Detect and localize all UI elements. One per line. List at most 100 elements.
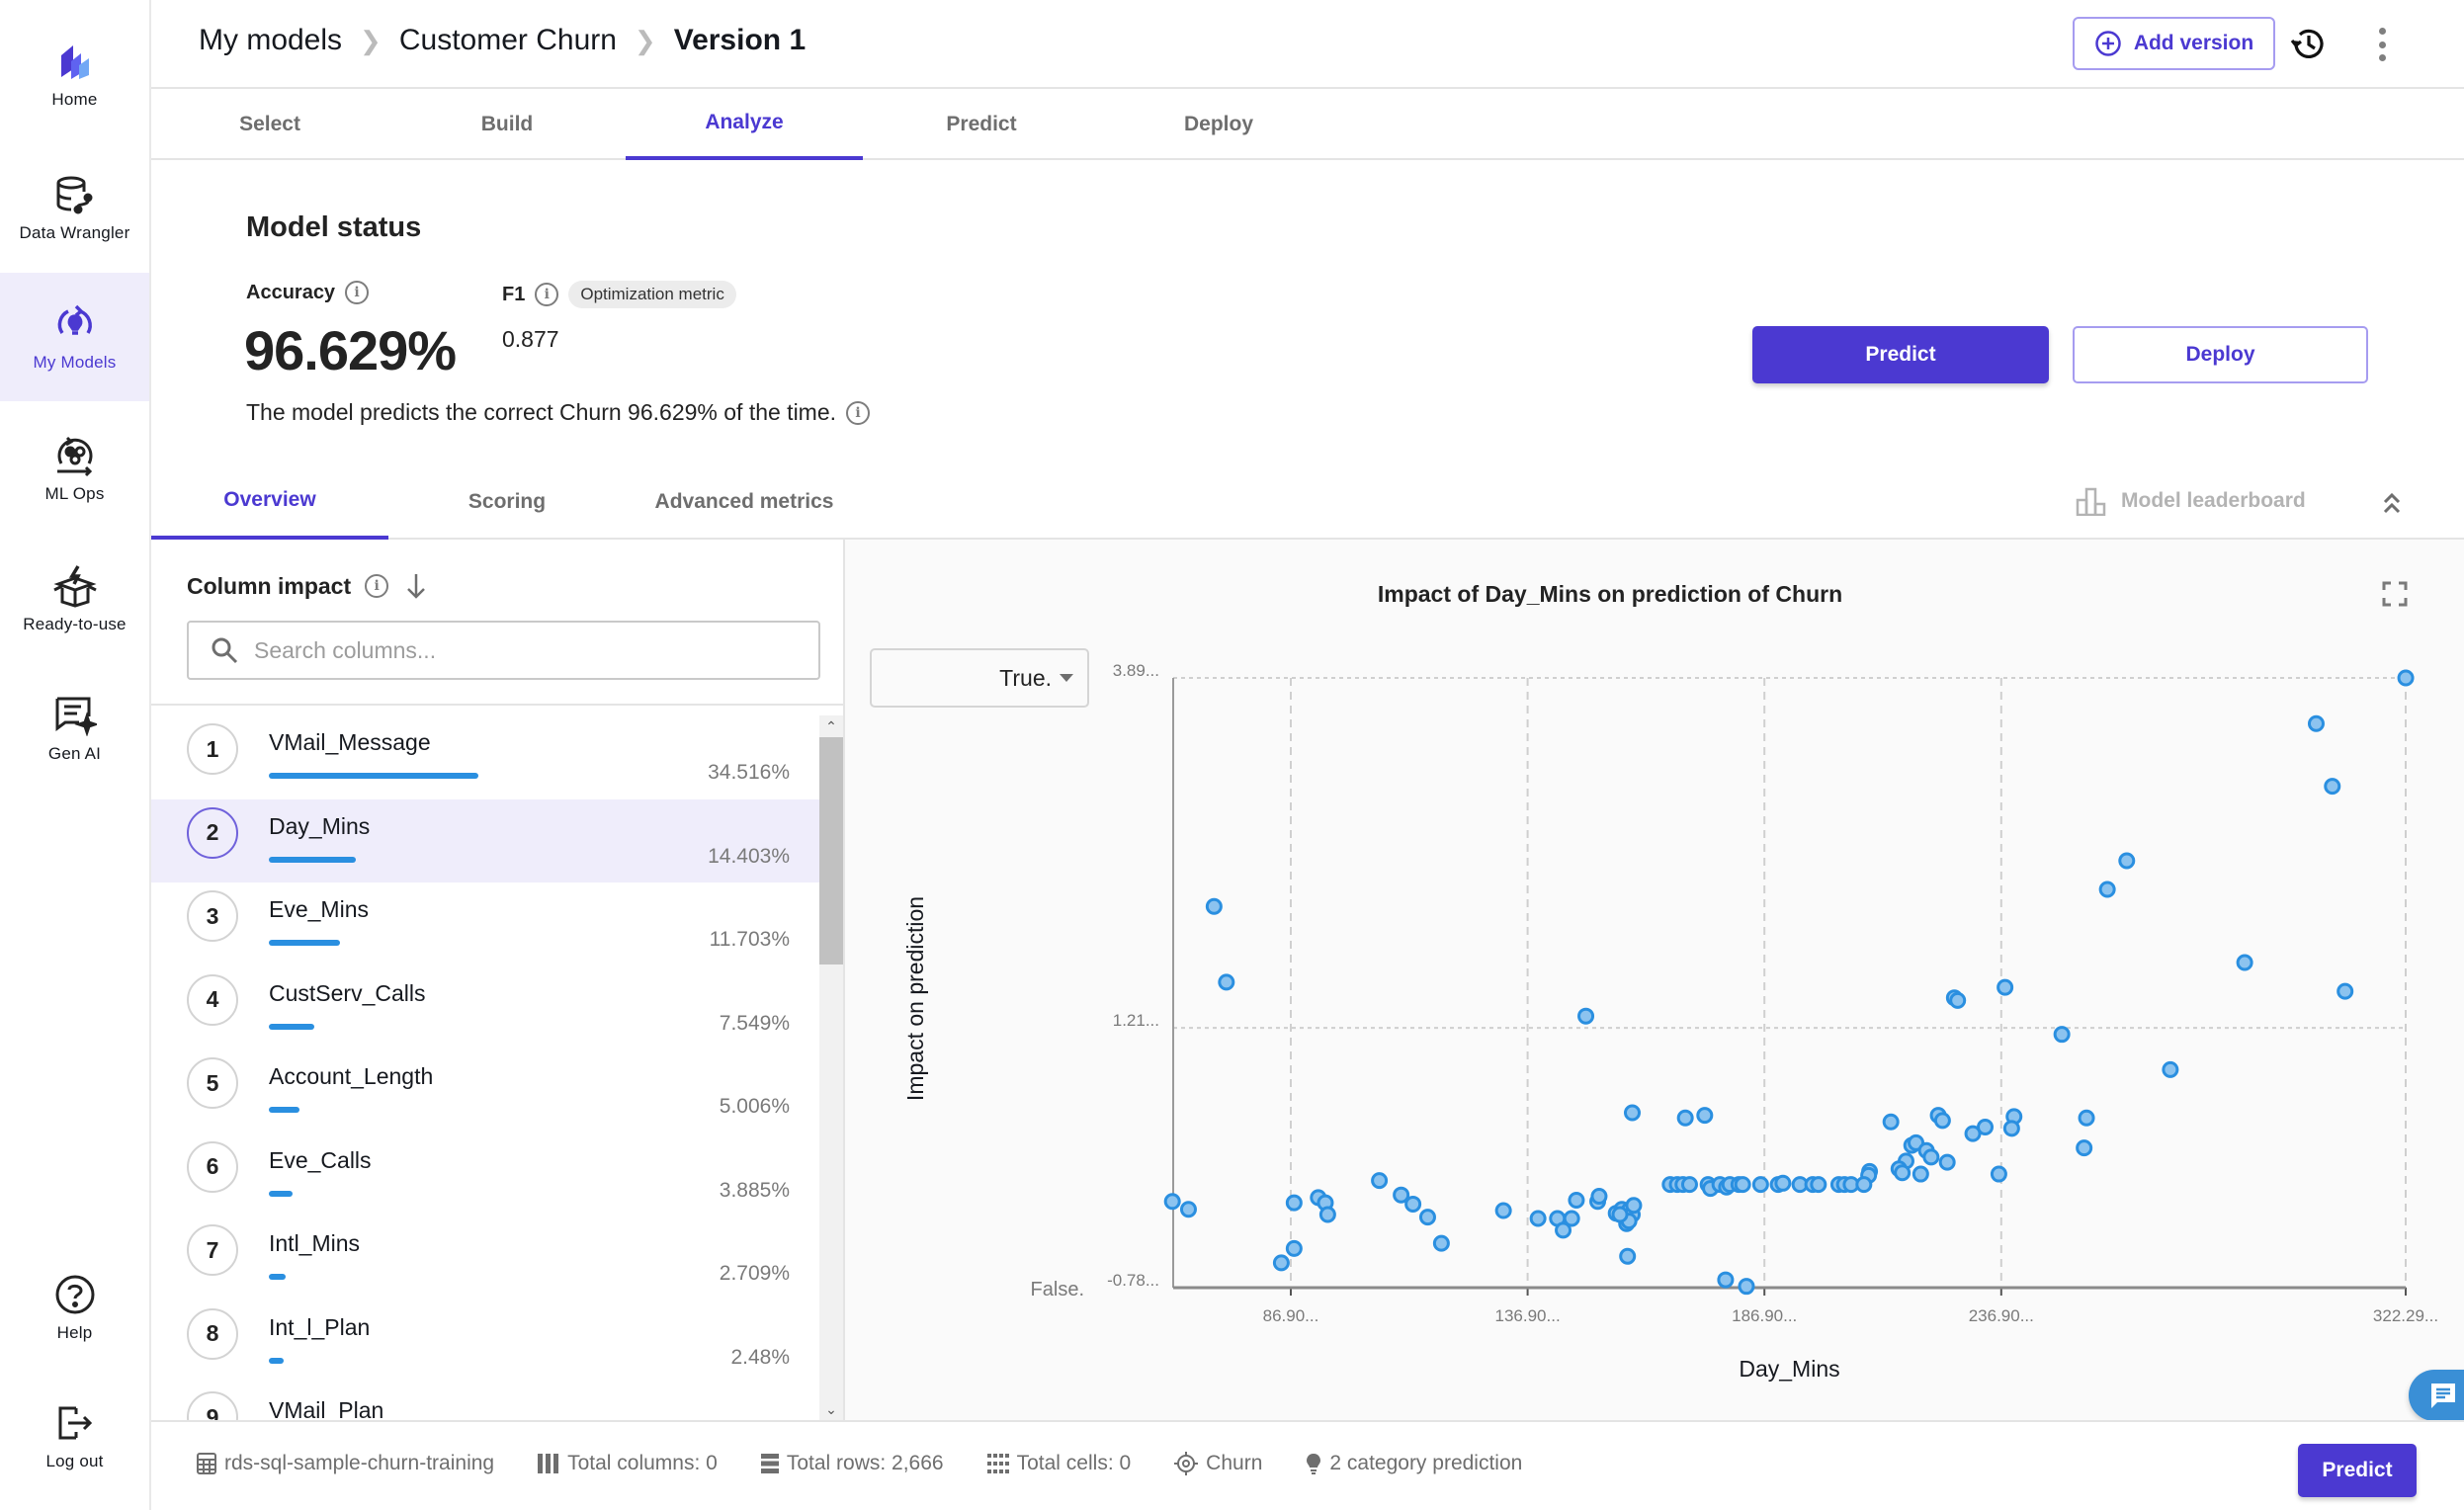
- caret-down-icon: [1060, 674, 1073, 682]
- analysis-tabs: Overview Scoring Advanced metrics Model …: [151, 464, 2464, 540]
- tab-build[interactable]: Build: [480, 113, 534, 135]
- sidebar: Home Data Wrangler My Models ML Ops Read…: [0, 0, 151, 1510]
- tab-select[interactable]: Select: [239, 113, 300, 135]
- sidebar-item-ready-to-use[interactable]: Ready-to-use: [0, 535, 149, 663]
- scatter-point: [1163, 1193, 1181, 1211]
- chat-feedback-button[interactable]: [2409, 1370, 2464, 1421]
- sort-arrow-down-icon[interactable]: [402, 571, 430, 601]
- scatter-point: [2307, 714, 2325, 732]
- chart-panel: 3.89... 1.21... -0.78... 86.90... 136.90... 1…: [845, 540, 2464, 1420]
- footer-bar: rds-sql-sample-churn-training Total colu…: [151, 1420, 2464, 1510]
- breadcrumb-my-models[interactable]: My models: [199, 24, 343, 56]
- column-name: Intl_Mins: [269, 1230, 361, 1256]
- scatter-point: [1285, 1239, 1303, 1257]
- scatter-point: [2076, 1139, 2093, 1157]
- impact-percent: 7.549%: [719, 1011, 790, 1035]
- target-icon: [1174, 1452, 1199, 1475]
- search-columns-field: [187, 621, 820, 680]
- scatter-point: [2162, 1060, 2179, 1078]
- sidebar-item-log-out[interactable]: Log out: [0, 1372, 149, 1500]
- header: My models ❯ Customer Churn ❯ Version 1 A…: [151, 0, 2464, 89]
- rank-badge: 9: [187, 1391, 238, 1420]
- column-impact-item[interactable]: 7 Intl_Mins 2.709%: [151, 1216, 819, 1300]
- sidebar-item-label: My Models: [33, 353, 117, 372]
- tab-analyze[interactable]: Analyze: [626, 89, 863, 160]
- scatter-point: [1568, 1191, 1585, 1209]
- column-impact-title: Column impact: [187, 572, 352, 599]
- deploy-button[interactable]: Deploy: [2073, 326, 2368, 383]
- scatter-point: [2337, 982, 2354, 1000]
- sidebar-item-gen-ai[interactable]: Gen AI: [0, 664, 149, 793]
- logout-icon: [52, 1400, 98, 1446]
- column-impact-item[interactable]: 4 CustServ_Calls 7.549%: [151, 966, 819, 1049]
- add-version-button[interactable]: Add version: [2073, 17, 2275, 70]
- info-icon[interactable]: i: [365, 574, 389, 598]
- tab-predict[interactable]: Predict: [946, 113, 1017, 135]
- tab-deploy[interactable]: Deploy: [1183, 113, 1253, 135]
- sidebar-item-ml-ops[interactable]: ML Ops: [0, 404, 149, 533]
- list-scrollbar[interactable]: ⌃ ⌄: [819, 715, 843, 1420]
- column-impact-item[interactable]: 1 VMail_Message 34.516%: [151, 715, 819, 798]
- footer-predict-button[interactable]: Predict: [2298, 1444, 2417, 1497]
- scatter-point: [2118, 852, 2136, 870]
- info-icon[interactable]: i: [846, 400, 871, 425]
- scroll-down-arrow-icon[interactable]: ⌄: [825, 1400, 837, 1417]
- scatter-point: [1676, 1109, 1694, 1127]
- box-bolt-icon: [52, 563, 98, 609]
- sidebar-item-label: Help: [56, 1323, 93, 1342]
- scatter-point: [1432, 1234, 1450, 1252]
- column-impact-item[interactable]: 5 Account_Length 5.006%: [151, 1049, 819, 1132]
- sidebar-item-my-models[interactable]: My Models: [0, 273, 149, 401]
- accuracy-value: 96.629%: [244, 319, 457, 381]
- table-icon: [197, 1453, 216, 1474]
- impact-percent: 2.48%: [730, 1345, 790, 1369]
- breadcrumb-version: Version 1: [673, 24, 807, 56]
- scatter-point: [1774, 1174, 1792, 1192]
- chevron-right-icon: ❯: [360, 25, 382, 55]
- tab-scoring[interactable]: Scoring: [467, 490, 547, 513]
- column-impact-header: Column impact i: [187, 571, 430, 601]
- column-impact-item[interactable]: 6 Eve_Calls 3.885%: [151, 1133, 819, 1216]
- history-icon[interactable]: [2288, 24, 2328, 63]
- x-tick-label: 186.90...: [1732, 1306, 1797, 1325]
- scatter-point: [1734, 1176, 1751, 1194]
- impact-percent: 2.709%: [719, 1262, 790, 1285]
- column-name: CustServ_Calls: [269, 979, 426, 1006]
- rank-badge: 7: [187, 1224, 238, 1276]
- rank-badge: 8: [187, 1307, 238, 1360]
- expand-icon[interactable]: [2382, 581, 2408, 607]
- more-options-icon[interactable]: [2375, 28, 2389, 61]
- scatter-point: [1894, 1164, 1912, 1182]
- total-cells: Total cells: 0: [1016, 1452, 1132, 1474]
- scatter-point: [2002, 1120, 2020, 1137]
- scroll-thumb[interactable]: [819, 737, 843, 965]
- tab-overview[interactable]: Overview: [151, 464, 388, 540]
- f1-label: F1: [502, 283, 526, 305]
- column-impact-item[interactable]: 8 Int_l_Plan 2.48%: [151, 1300, 819, 1384]
- sidebar-item-help[interactable]: Help: [0, 1243, 149, 1372]
- sidebar-item-label: Home: [51, 90, 98, 109]
- column-impact-item[interactable]: 2 Day_Mins 14.403%: [151, 798, 819, 882]
- sidebar-item-data-wrangler[interactable]: Data Wrangler: [0, 143, 149, 272]
- model-leaderboard-button[interactable]: Model leaderboard: [2076, 486, 2306, 516]
- info-icon[interactable]: i: [535, 283, 559, 306]
- info-icon[interactable]: i: [345, 281, 370, 304]
- scatter-point: [1990, 1165, 2007, 1183]
- accuracy-label: Accuracy: [246, 281, 336, 303]
- column-name: Eve_Mins: [269, 896, 369, 922]
- breadcrumb-customer-churn[interactable]: Customer Churn: [398, 24, 617, 56]
- footer-total-columns: Total columns: 0: [538, 1452, 718, 1475]
- sidebar-item-home[interactable]: Home: [0, 10, 149, 138]
- scatter-point: [1371, 1172, 1389, 1190]
- predict-button[interactable]: Predict: [1752, 326, 2049, 383]
- prediction-class-select[interactable]: True.: [870, 648, 1089, 708]
- search-columns-input[interactable]: [254, 636, 807, 664]
- scroll-up-arrow-icon[interactable]: ⌃: [825, 717, 837, 734]
- double-chevron-up-icon[interactable]: [2375, 486, 2409, 520]
- column-impact-item[interactable]: 3 Eve_Mins 11.703%: [151, 882, 819, 965]
- column-impact-item[interactable]: 9 VMail_Plan: [151, 1384, 819, 1420]
- impact-percent: 11.703%: [709, 928, 790, 951]
- scatter-point: [1555, 1221, 1572, 1239]
- tab-advanced-metrics[interactable]: Advanced metrics: [654, 490, 834, 513]
- impact-bar: [269, 1357, 285, 1364]
